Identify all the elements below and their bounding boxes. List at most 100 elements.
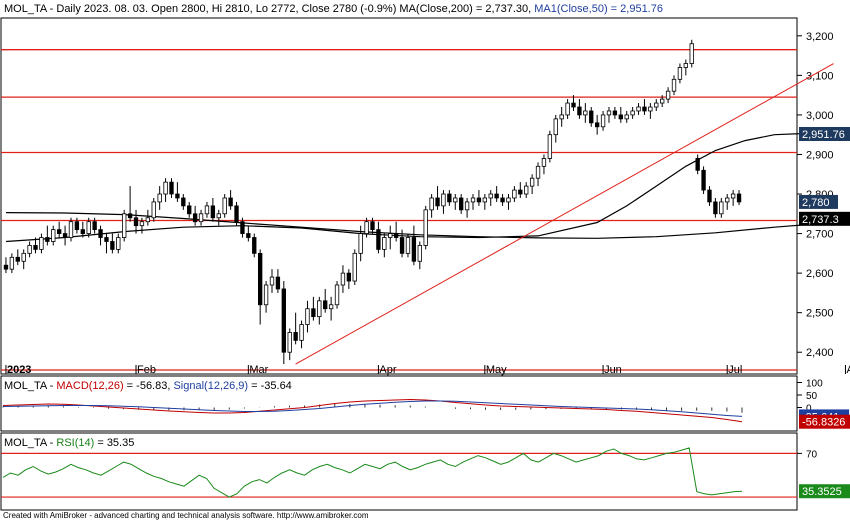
candle-body (388, 233, 393, 238)
price-title: MOL_TA - Daily 2023. 08. 03. Open 2800, … (4, 3, 663, 15)
candle-body (39, 237, 44, 250)
candle-body (382, 237, 387, 250)
candle-body (352, 252, 357, 282)
candle-body (139, 221, 145, 227)
price-title-symbol: MOL_TA (4, 3, 48, 15)
candle-body (299, 324, 304, 341)
trendline (295, 63, 834, 365)
candle-body (429, 197, 434, 211)
candle-body (275, 276, 281, 290)
candle-body (565, 102, 570, 116)
price-panel-frame (0, 17, 798, 375)
candle-body (719, 201, 724, 215)
macd-y-tick-label: 100 (806, 379, 823, 390)
rsi-y-axis: 70 (797, 449, 818, 460)
candle-body (98, 229, 103, 238)
x-tick-label: Jul (728, 364, 742, 376)
candle-body (376, 229, 381, 250)
candle-body (695, 158, 700, 171)
candle-body (713, 201, 718, 215)
price-x-axis: 2023 Feb Mar Apr May Jun Jul Aug (5, 364, 850, 376)
candle-body (145, 217, 151, 223)
candle-body (169, 181, 174, 195)
candle-body (583, 110, 588, 116)
rsi-title-symbol: MOL_TA (4, 437, 48, 449)
candle-body (541, 158, 547, 167)
candle-body (417, 245, 422, 262)
candle-body (524, 185, 529, 195)
candle-body (116, 237, 121, 250)
candle-body (559, 114, 564, 120)
ma50-line (5, 132, 850, 243)
price-badge-box (799, 127, 850, 142)
footer-text: Created with AmiBroker - advanced charti… (3, 511, 369, 520)
price-y-tick-label: 3,000 (806, 110, 834, 122)
x-tick-label: Feb (137, 364, 156, 376)
price-y-tick-label: 3,200 (806, 31, 834, 43)
candle-body (707, 189, 712, 203)
candle-body (648, 106, 653, 112)
x-tick-label: Jun (604, 364, 622, 376)
candle-body (535, 165, 541, 179)
candle-body (68, 221, 74, 238)
rsi-title-rsi: RSI(14) (56, 437, 94, 449)
candle-body (606, 110, 612, 116)
candle-body (529, 177, 535, 187)
candle-body (263, 284, 269, 306)
candle-body (252, 237, 257, 254)
candle-body (600, 114, 606, 128)
candle-body (133, 217, 139, 227)
candle-body (323, 300, 328, 310)
candle-body (571, 102, 576, 108)
candle-body (317, 300, 322, 318)
candles (3, 39, 742, 365)
candle-body (287, 332, 292, 353)
candle-body (654, 102, 659, 108)
candle-body (234, 205, 239, 223)
candle-body (222, 197, 227, 215)
price-y-tick-label: 2,400 (806, 347, 834, 359)
candle-body (447, 193, 452, 203)
rsi-badge-label: 35.3525 (802, 486, 842, 498)
macd-title-signal-val: = -35.64 (248, 380, 292, 392)
macd-lines (2, 398, 743, 423)
macd-title-symbol: MOL_TA (4, 380, 48, 392)
candle-body (74, 221, 80, 231)
candle-body (92, 221, 97, 231)
price-y-tick-label: 3,100 (806, 70, 834, 82)
candle-body (594, 122, 600, 128)
rsi-title: MOL_TA - RSI(14) = 35.35 (4, 437, 134, 449)
candle-body (175, 193, 180, 199)
trendline-line (295, 63, 834, 365)
rsi-badge-box (799, 484, 850, 499)
candle-body (21, 252, 26, 262)
candle-body (127, 213, 133, 219)
candle-body (441, 193, 446, 207)
candle-body (364, 221, 369, 234)
x-tick-label: 2023 (7, 364, 31, 376)
candle-body (305, 308, 310, 325)
rsi-title-val: = 35.35 (94, 437, 134, 449)
candle-body (553, 118, 558, 136)
candle-body (334, 284, 340, 306)
candle-body (518, 189, 523, 195)
price-y-tick-label: 2,900 (806, 149, 834, 161)
signal-line (2, 400, 743, 417)
x-tick-label: May (486, 364, 507, 376)
macd-y-tick-label: 50 (806, 391, 818, 402)
candle-body (192, 213, 198, 223)
candle-body (547, 134, 553, 159)
price-badge-box (799, 211, 850, 226)
candle-body (464, 201, 470, 211)
candle-body (736, 193, 742, 203)
candle-body (281, 288, 286, 353)
rsi-badges: 35.3525 (799, 484, 850, 499)
macd-badge-box (799, 414, 850, 429)
horizontal-levels (1, 49, 797, 371)
candle-body (80, 229, 85, 234)
candle-body (216, 213, 221, 219)
candle-body (328, 304, 334, 310)
candle-body (730, 193, 736, 199)
candle-body (630, 110, 635, 116)
